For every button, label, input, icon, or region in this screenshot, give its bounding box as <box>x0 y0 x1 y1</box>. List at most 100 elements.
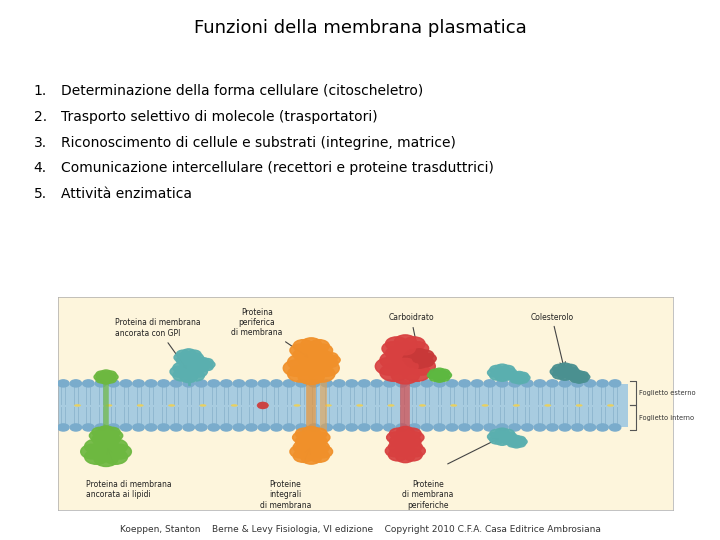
Circle shape <box>517 438 527 445</box>
Circle shape <box>388 441 408 453</box>
Circle shape <box>176 356 190 365</box>
Circle shape <box>258 380 269 387</box>
Circle shape <box>396 380 408 387</box>
Ellipse shape <box>607 404 614 407</box>
Circle shape <box>208 424 220 431</box>
Circle shape <box>176 350 190 359</box>
Circle shape <box>319 360 333 368</box>
Text: Proteina
periferica
di membrana: Proteina periferica di membrana <box>231 308 308 357</box>
Circle shape <box>233 424 245 431</box>
Circle shape <box>326 356 340 364</box>
Circle shape <box>308 380 320 387</box>
Ellipse shape <box>137 404 144 407</box>
Circle shape <box>271 380 282 387</box>
Circle shape <box>402 352 431 369</box>
Circle shape <box>403 347 425 360</box>
Circle shape <box>484 380 495 387</box>
Circle shape <box>313 359 327 367</box>
Circle shape <box>534 424 546 431</box>
Circle shape <box>171 424 182 431</box>
Circle shape <box>58 380 69 387</box>
Circle shape <box>574 377 584 383</box>
Circle shape <box>418 350 433 360</box>
Circle shape <box>397 427 414 437</box>
Circle shape <box>501 429 515 438</box>
Circle shape <box>440 372 451 379</box>
Circle shape <box>564 364 577 373</box>
Circle shape <box>258 424 269 431</box>
Circle shape <box>197 357 209 364</box>
Circle shape <box>402 364 431 381</box>
Circle shape <box>371 380 382 387</box>
Circle shape <box>85 439 109 454</box>
Circle shape <box>550 367 564 376</box>
Circle shape <box>302 446 320 457</box>
Circle shape <box>313 353 327 361</box>
Circle shape <box>309 441 329 454</box>
Text: 3.: 3. <box>34 136 47 150</box>
Circle shape <box>413 354 427 363</box>
Circle shape <box>395 342 415 355</box>
Circle shape <box>508 441 518 447</box>
Circle shape <box>187 370 204 381</box>
Circle shape <box>559 380 570 387</box>
Text: Koeppen, Stanton    Berne & Levy Fisiologia, VI edizione    Copyright 2010 C.F.A: Koeppen, Stanton Berne & Levy Fisiologia… <box>120 524 600 534</box>
Text: Foglietto interno: Foglietto interno <box>639 415 694 421</box>
Text: Funzioni della membrana plasmatica: Funzioni della membrana plasmatica <box>194 19 526 37</box>
Circle shape <box>490 435 503 444</box>
Circle shape <box>198 361 208 368</box>
Circle shape <box>446 380 458 387</box>
Circle shape <box>107 431 122 441</box>
Circle shape <box>384 380 395 387</box>
Circle shape <box>302 437 320 448</box>
Circle shape <box>384 424 395 431</box>
Circle shape <box>387 432 404 443</box>
Circle shape <box>501 366 515 374</box>
Circle shape <box>283 380 294 387</box>
Circle shape <box>293 340 313 352</box>
Circle shape <box>391 366 420 384</box>
Circle shape <box>94 374 105 381</box>
Circle shape <box>295 436 313 447</box>
Circle shape <box>501 372 515 380</box>
Circle shape <box>407 445 426 457</box>
Text: Proteine
di membrana
periferiche: Proteine di membrana periferiche <box>402 480 454 510</box>
Circle shape <box>70 424 81 431</box>
Circle shape <box>546 380 558 387</box>
Circle shape <box>293 450 313 462</box>
Circle shape <box>495 428 509 437</box>
Circle shape <box>397 433 413 442</box>
Text: 5.: 5. <box>34 187 47 201</box>
Circle shape <box>421 380 433 387</box>
Circle shape <box>324 359 338 367</box>
Circle shape <box>597 380 608 387</box>
Ellipse shape <box>450 404 457 407</box>
Circle shape <box>514 377 524 384</box>
Circle shape <box>300 361 323 375</box>
Circle shape <box>421 424 433 431</box>
Circle shape <box>395 335 416 348</box>
Circle shape <box>258 404 263 407</box>
Circle shape <box>418 357 433 367</box>
Circle shape <box>233 380 245 387</box>
Circle shape <box>182 357 196 366</box>
Circle shape <box>120 380 132 387</box>
Circle shape <box>319 352 333 360</box>
Circle shape <box>100 377 112 384</box>
Circle shape <box>108 424 119 431</box>
Ellipse shape <box>356 404 363 407</box>
Circle shape <box>104 434 120 444</box>
Circle shape <box>99 431 113 440</box>
Circle shape <box>392 359 418 374</box>
Circle shape <box>495 364 509 373</box>
Text: Determinazione della forma cellulare (citoscheletro): Determinazione della forma cellulare (ci… <box>61 84 423 98</box>
Ellipse shape <box>482 404 488 407</box>
Circle shape <box>258 403 264 406</box>
Circle shape <box>496 433 508 441</box>
Circle shape <box>171 380 182 387</box>
Circle shape <box>459 380 470 387</box>
Circle shape <box>434 372 445 379</box>
Circle shape <box>202 363 213 370</box>
Circle shape <box>412 349 428 359</box>
Circle shape <box>173 370 191 381</box>
